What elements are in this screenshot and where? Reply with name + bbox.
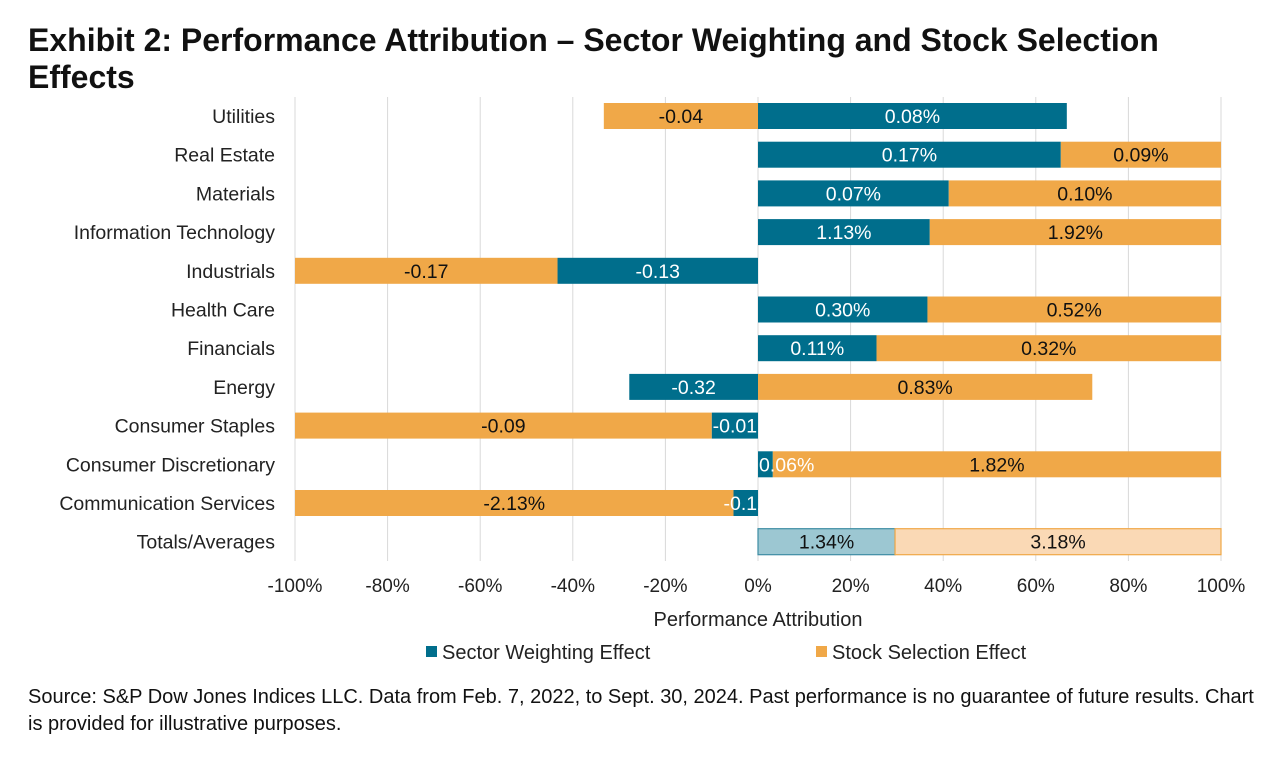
stock-selection-bar [876,335,1221,362]
sector-weighting-label: 0.06% [759,454,814,476]
stock-selection-label: -0.09 [481,416,525,438]
category-label: Totals/Averages [137,532,276,554]
stock-selection-bar [894,528,1222,556]
stock-selection-label: -0.17 [404,261,448,283]
x-tick-label: -100% [268,576,323,597]
stock-selection-label: 0.09% [1113,145,1168,167]
legend-label: Stock Selection Effect [832,642,1027,664]
sector-weighting-label: -0.13 [636,261,680,283]
category-label: Financials [187,338,275,360]
sector-weighting-label: 1.34% [799,532,854,554]
stock-selection-bar [772,451,1221,478]
sector-weighting-bar [758,141,1061,168]
stock-selection-bar [929,219,1221,246]
sector-weighting-label: 1.13% [816,222,871,244]
category-label: Energy [213,377,275,399]
stock-selection-label: 0.10% [1057,183,1112,205]
x-tick-label: 0% [744,576,772,597]
sector-weighting-bar [758,451,773,478]
x-tick-label: -80% [365,576,409,597]
stock-selection-label: 0.32% [1021,338,1076,360]
bar-chart: 0.08% -0.04 0.17% 0.09% 0.07% 0.10% 1.13% 1.92%… [59,97,1246,664]
category-label: Information Technology [74,222,276,244]
stock-selection-bar [295,490,734,516]
sector-weighting-bar [733,490,758,516]
category-label: Utilities [212,106,275,128]
stock-selection-label: 3.18% [1030,532,1085,554]
stock-selection-bar [927,296,1221,323]
sector-weighting-bar [758,180,949,207]
x-axis-label: Performance Attribution [654,609,863,631]
stock-selection-bar [295,257,558,284]
gridlines [294,97,1222,561]
category-label: Health Care [171,300,275,322]
sector-weighting-bar [557,257,758,284]
category-label: Consumer Staples [115,416,276,438]
category-label: Communication Services [59,493,275,515]
x-tick-label: 60% [1017,576,1055,597]
x-tick-label: -40% [551,576,595,597]
category-label: Industrials [186,261,275,283]
x-tick-label: -20% [643,576,687,597]
sector-weighting-label: -0.32 [671,377,715,399]
stock-selection-bar [295,412,712,439]
bars [295,103,1222,556]
x-tick-labels: -100% -80% -60% -40% -20% 0% 20% 40% 60% 80% 100% [268,576,1246,597]
sector-weighting-bar [758,296,928,323]
sector-weighting-label: 0.30% [815,300,870,322]
stock-selection-bar [758,373,1093,400]
legend-label: Sector Weighting Effect [442,642,651,664]
legend-swatch [816,646,827,657]
stock-selection-bar [1060,141,1221,168]
category-label: Consumer Discretionary [66,454,275,476]
sector-weighting-bar [711,412,758,439]
sector-weighting-label: -0.12 [724,493,768,515]
source-note: Source: S&P Dow Jones Indices LLC. Data … [28,686,1254,735]
sector-weighting-label: -0.01 [713,416,757,438]
x-tick-label: -60% [458,576,502,597]
stock-selection-label: 1.82% [969,454,1024,476]
sector-weighting-label: 0.17% [882,145,937,167]
stock-selection-label: 0.52% [1047,300,1102,322]
category-labels: Utilities Real Estate Materials Information… [59,106,275,554]
stock-selection-label: -2.13% [483,493,545,515]
sector-weighting-bar [757,528,896,556]
x-tick-label: 20% [832,576,870,597]
sector-weighting-label: 0.08% [885,106,940,128]
stock-selection-bar [603,103,758,129]
sector-weighting-bar [629,373,758,400]
sector-weighting-bar [758,219,930,246]
sector-weighting-label: 0.11% [790,338,844,360]
chart-title: Exhibit 2: Performance Attribution – Sec… [28,22,1159,95]
sector-weighting-label: 0.07% [826,183,881,205]
category-label: Real Estate [174,145,275,167]
stock-selection-label: -0.04 [659,106,704,128]
x-tick-label: 80% [1109,576,1147,597]
x-tick-label: 40% [924,576,962,597]
data-labels: 0.08% -0.04 0.17% 0.09% 0.07% 0.10% 1.13% 1.92%… [404,106,1169,554]
stock-selection-bar [948,180,1221,207]
sector-weighting-bar [758,103,1067,129]
legend: Sector Weighting Effect Stock Selection E… [426,642,1027,664]
legend-swatch [426,646,437,657]
stock-selection-label: 1.92% [1048,222,1103,244]
category-label: Materials [196,183,275,205]
x-tick-label: 100% [1197,576,1246,597]
sector-weighting-bar [758,335,877,362]
stock-selection-label: 0.83% [897,377,952,399]
